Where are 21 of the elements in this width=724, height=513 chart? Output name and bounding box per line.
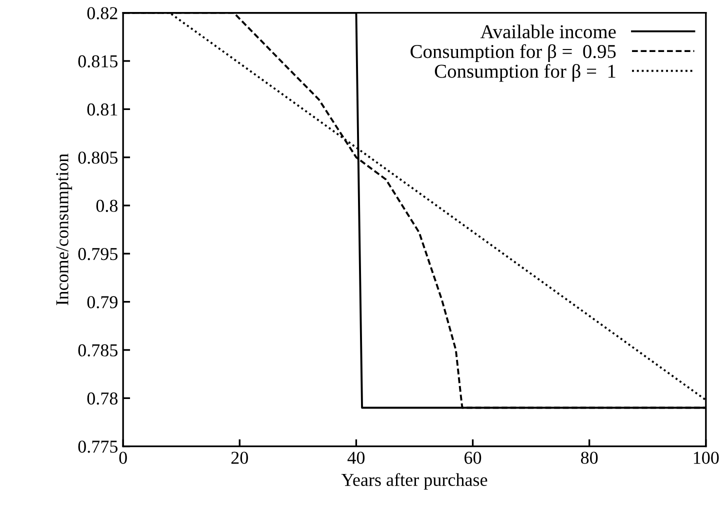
x-tick-label: 100 xyxy=(694,452,719,464)
y-tick-label: 0.79 xyxy=(87,296,118,308)
x-tick-label: 40 xyxy=(348,452,365,464)
y-tick-label: 0.785 xyxy=(78,344,118,356)
x-tick-label: 80 xyxy=(580,452,598,464)
y-tick-label: 0.795 xyxy=(78,248,118,260)
legend-label: Available income xyxy=(480,24,616,38)
x-tick-label: 20 xyxy=(231,452,248,464)
y-tick-label: 0.81 xyxy=(87,103,118,116)
x-axis-title: Years after purchase xyxy=(341,473,488,490)
y-tick-label: 0.82 xyxy=(87,7,118,20)
x-tick-label: 0 xyxy=(119,452,127,464)
y-axis-title: Income/consumption xyxy=(56,154,72,306)
y-tick-label: 0.805 xyxy=(78,152,118,164)
x-tick-label: 60 xyxy=(464,452,482,464)
y-tick-label: 0.815 xyxy=(78,55,118,68)
y-tick-label: 0.78 xyxy=(87,392,118,405)
y-tick-label: 0.775 xyxy=(78,440,118,453)
y-tick-label: 0.8 xyxy=(96,200,118,212)
legend-label: Consumption for β = 1 xyxy=(434,64,616,82)
legend-label: Consumption for β = 0.95 xyxy=(410,44,616,62)
